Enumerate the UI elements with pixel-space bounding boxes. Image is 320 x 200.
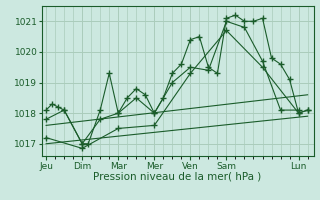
X-axis label: Pression niveau de la mer( hPa ): Pression niveau de la mer( hPa ): [93, 172, 262, 182]
